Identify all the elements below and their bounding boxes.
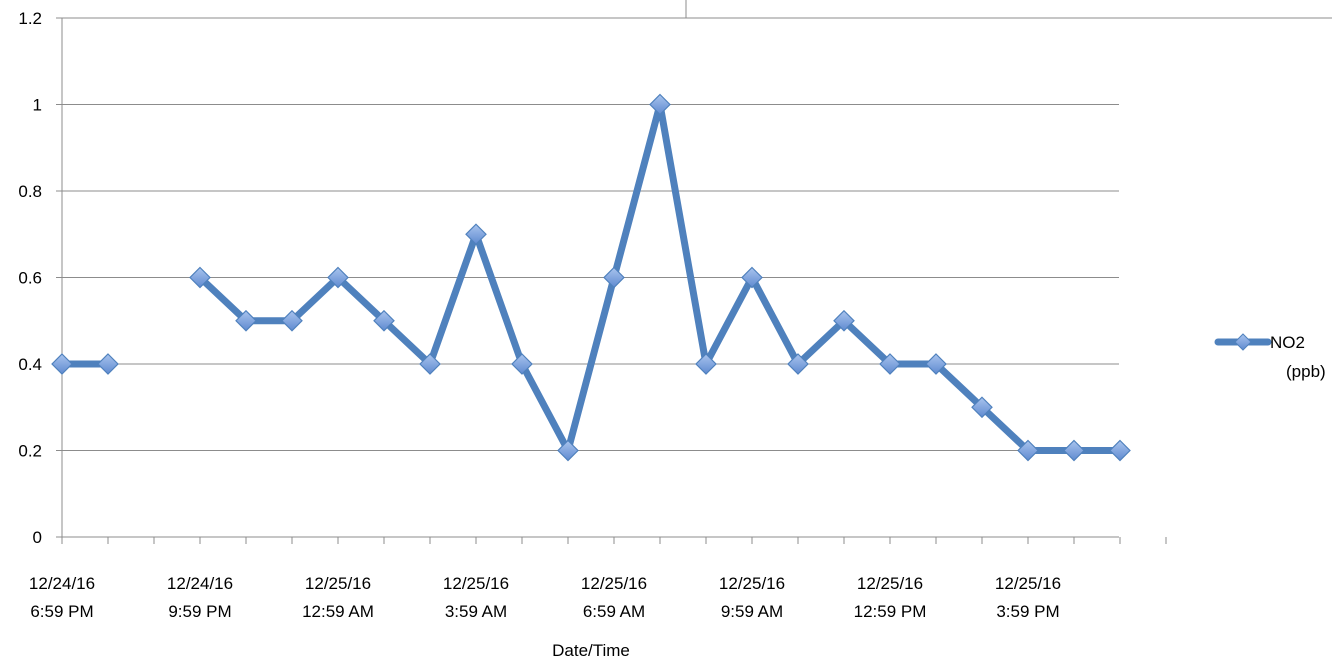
x-tick-label-4-date: 12/25/16: [581, 574, 647, 593]
x-tick-label-2-date: 12/25/16: [305, 574, 371, 593]
x-tick-label-7-time: 3:59 PM: [996, 602, 1059, 621]
data-point-3: [189, 266, 211, 289]
data-point-22: [1063, 439, 1085, 462]
x-tick-label-4-time: 6:59 AM: [583, 602, 645, 621]
x-tick-label-6-time: 12:59 PM: [854, 602, 927, 621]
data-point-17: [833, 309, 855, 332]
x-axis-title: Date/Time: [552, 641, 630, 660]
legend-label-line-1: NO2: [1270, 333, 1305, 352]
x-tick-label-0-time: 6:59 PM: [30, 602, 93, 621]
y-tick-label-1: 0.2: [18, 442, 42, 461]
data-point-5: [281, 309, 303, 332]
x-tick-label-1-time: 9:59 PM: [168, 602, 231, 621]
x-tick-label-5-time: 9:59 AM: [721, 602, 783, 621]
y-tick-label-4: 0.8: [18, 182, 42, 201]
gridlines: [62, 17, 1332, 451]
x-tick-label-6-date: 12/25/16: [857, 574, 923, 593]
data-point-4: [235, 309, 257, 332]
x-tick-label-7-date: 12/25/16: [995, 574, 1061, 593]
series-no2-markers: [51, 93, 1131, 462]
x-tick-label-5-date: 12/25/16: [719, 574, 785, 593]
x-tick-label-1-date: 12/24/16: [167, 574, 233, 593]
data-point-23: [1109, 439, 1131, 462]
legend-label-line-2: (ppb): [1286, 362, 1326, 381]
data-point-1: [97, 353, 119, 375]
legend: NO2 (ppb): [1214, 333, 1326, 381]
data-point-19: [925, 353, 947, 375]
y-tick-label-0: 0: [33, 528, 42, 547]
data-point-10: [511, 353, 533, 375]
data-point-6: [327, 266, 349, 289]
y-tick-label-5: 1: [33, 96, 42, 115]
y-tick-label-3: 0.6: [18, 269, 42, 288]
data-point-14: [695, 353, 717, 375]
y-tick-label-2: 0.4: [18, 355, 42, 374]
legend-marker-swatch: [1234, 333, 1252, 351]
data-point-12: [603, 266, 625, 289]
data-point-11: [557, 439, 579, 462]
data-point-0: [51, 353, 73, 375]
data-point-13: [649, 93, 671, 116]
data-point-20: [971, 396, 993, 419]
y-tick-labels: 0 0.2 0.4 0.6 0.8 1 1.2: [18, 9, 42, 547]
x-tick-label-0-date: 12/24/16: [29, 574, 95, 593]
x-tick-label-3-date: 12/25/16: [443, 574, 509, 593]
data-point-8: [419, 353, 441, 375]
x-tick-labels: 12/24/16 6:59 PM 12/24/16 9:59 PM 12/25/16 12…: [29, 574, 1061, 621]
data-point-16: [787, 353, 809, 375]
data-point-21: [1017, 439, 1039, 462]
data-point-18: [879, 353, 901, 375]
y-tick-label-6: 1.2: [18, 9, 42, 28]
data-point-7: [373, 309, 395, 332]
x-tick-label-3-time: 3:59 AM: [445, 602, 507, 621]
data-point-9: [465, 223, 487, 246]
data-point-15: [741, 266, 763, 289]
x-tick-label-2-time: 12:59 AM: [302, 602, 374, 621]
